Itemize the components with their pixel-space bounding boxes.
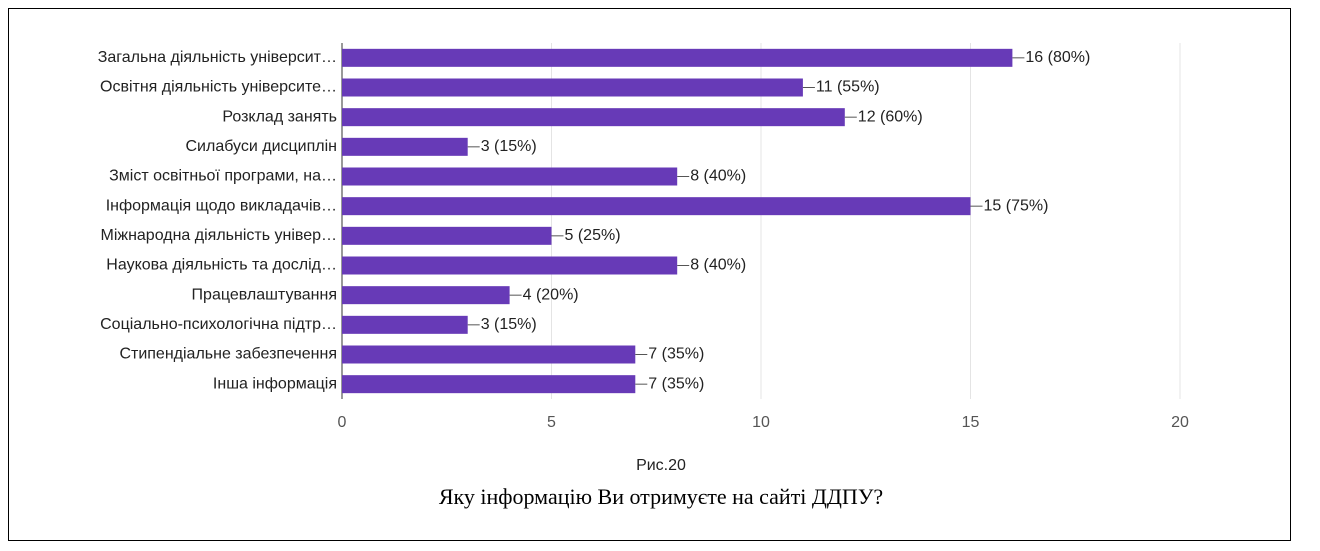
frame — [8, 8, 1291, 541]
x-tick-label: 15 — [962, 414, 980, 431]
figure-label: Рис.20 — [636, 457, 686, 474]
y-tick-label: Інша інформація — [213, 375, 337, 392]
bar — [342, 226, 552, 245]
value-label: 16 (80%) — [1025, 49, 1090, 66]
value-label: 3 (15%) — [481, 138, 537, 155]
bar — [342, 108, 845, 127]
value-label: 12 (60%) — [858, 108, 923, 125]
y-tick-label: Працевлаштування — [192, 286, 337, 303]
value-label: 7 (35%) — [648, 346, 704, 363]
bar — [342, 315, 468, 334]
value-label: 5 (25%) — [565, 227, 621, 244]
y-tick-label: Силабуси дисциплін — [185, 138, 337, 155]
bar — [342, 78, 803, 97]
y-tick-label: Зміст освітньої програми, на… — [109, 168, 337, 185]
value-label: 3 (15%) — [481, 316, 537, 333]
chart-title: Яку інформацію Ви отримуєте на сайті ДДП… — [439, 484, 883, 509]
value-label: 15 (75%) — [984, 197, 1049, 214]
value-label: 8 (40%) — [690, 257, 746, 274]
bar — [342, 137, 468, 156]
y-tick-label: Загальна діяльність університ… — [98, 49, 337, 66]
y-tick-label: Соціально-психологічна підтр… — [100, 316, 337, 333]
y-tick-label: Освітня діяльність університе… — [100, 79, 337, 96]
x-tick-label: 0 — [338, 414, 347, 431]
y-tick-label: Міжнародна діяльність універ… — [100, 227, 337, 244]
y-tick-label: Наукова діяльність та дослід… — [106, 257, 337, 274]
x-tick-label: 10 — [752, 414, 770, 431]
bar — [342, 286, 510, 305]
value-label: 4 (20%) — [523, 286, 579, 303]
value-label: 7 (35%) — [648, 375, 704, 392]
x-tick-label: 20 — [1171, 414, 1189, 431]
value-label: 11 (55%) — [816, 79, 880, 96]
bar — [342, 48, 1013, 67]
bar — [342, 375, 636, 394]
y-tick-label: Інформація щодо викладачів… — [106, 197, 337, 214]
bar — [342, 345, 636, 364]
bar — [342, 167, 678, 186]
value-label: 8 (40%) — [690, 168, 746, 185]
bar — [342, 197, 971, 216]
y-tick-label: Стипендіальне забезпечення — [119, 346, 337, 363]
x-tick-label: 5 — [547, 414, 556, 431]
y-tick-label: Розклад занять — [222, 108, 337, 125]
bar — [342, 256, 678, 275]
